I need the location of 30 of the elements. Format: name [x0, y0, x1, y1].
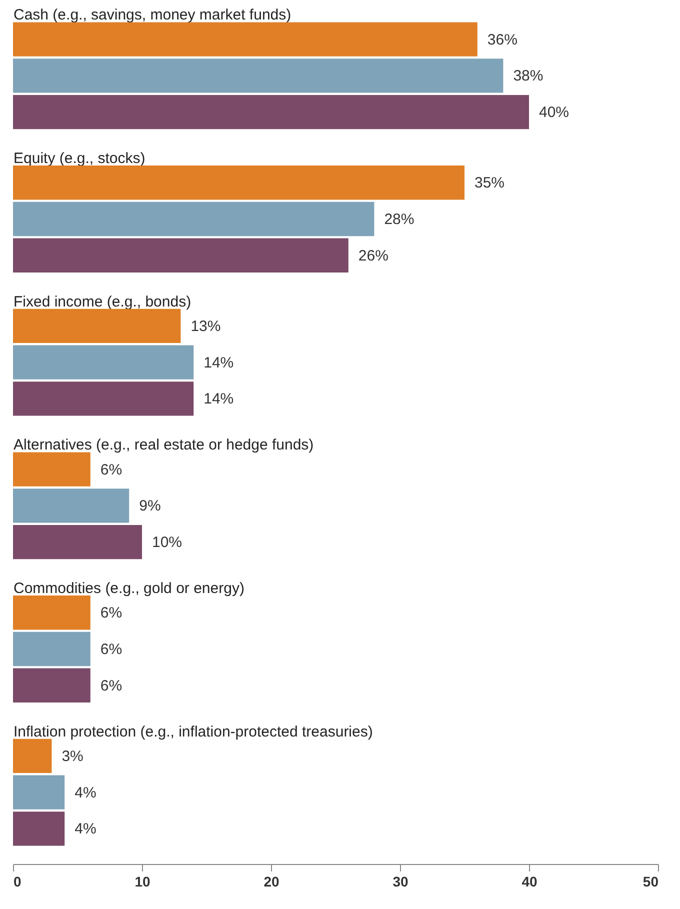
data-label: 6% [100, 677, 122, 694]
data-label: 26% [358, 247, 388, 264]
data-label: 28% [384, 211, 414, 228]
x-tick-label: 40 [522, 874, 538, 890]
y-tick-label: Inflation protection (e.g., inflation-protected treasuries) [14, 723, 373, 740]
data-label: 14% [204, 354, 234, 372]
data-label: 6% [100, 604, 122, 622]
x-tick-label: 20 [264, 874, 280, 890]
y-tick-label: Cash (e.g., savings, money market funds) [14, 6, 292, 24]
data-label: 35% [474, 174, 505, 192]
y-tick-label: Commodities (e.g., gold or energy) [14, 580, 244, 597]
y-tick-label: Fixed income (e.g., bonds) [14, 293, 192, 310]
x-tick-label: 0 [14, 874, 22, 890]
data-label: 4% [74, 820, 96, 838]
data-label: 6% [100, 641, 122, 658]
data-label: 6% [100, 461, 122, 478]
x-tick-label: 30 [392, 874, 408, 890]
x-tick-label: 50 [642, 874, 659, 890]
data-label: 10% [152, 534, 182, 552]
data-label: 40% [539, 104, 570, 122]
data-label: 38% [513, 68, 544, 85]
y-tick-label: Equity (e.g., stocks) [14, 150, 146, 167]
data-label: 9% [139, 498, 161, 515]
data-label: 36% [487, 31, 518, 48]
x-tick-label: 10 [134, 874, 150, 890]
data-label: 13% [190, 318, 221, 335]
data-label: 3% [62, 748, 84, 765]
y-tick-label: Alternatives (e.g., real estate or hedge funds) [14, 436, 314, 454]
data-label: 14% [204, 390, 234, 408]
data-label: 4% [74, 784, 96, 802]
